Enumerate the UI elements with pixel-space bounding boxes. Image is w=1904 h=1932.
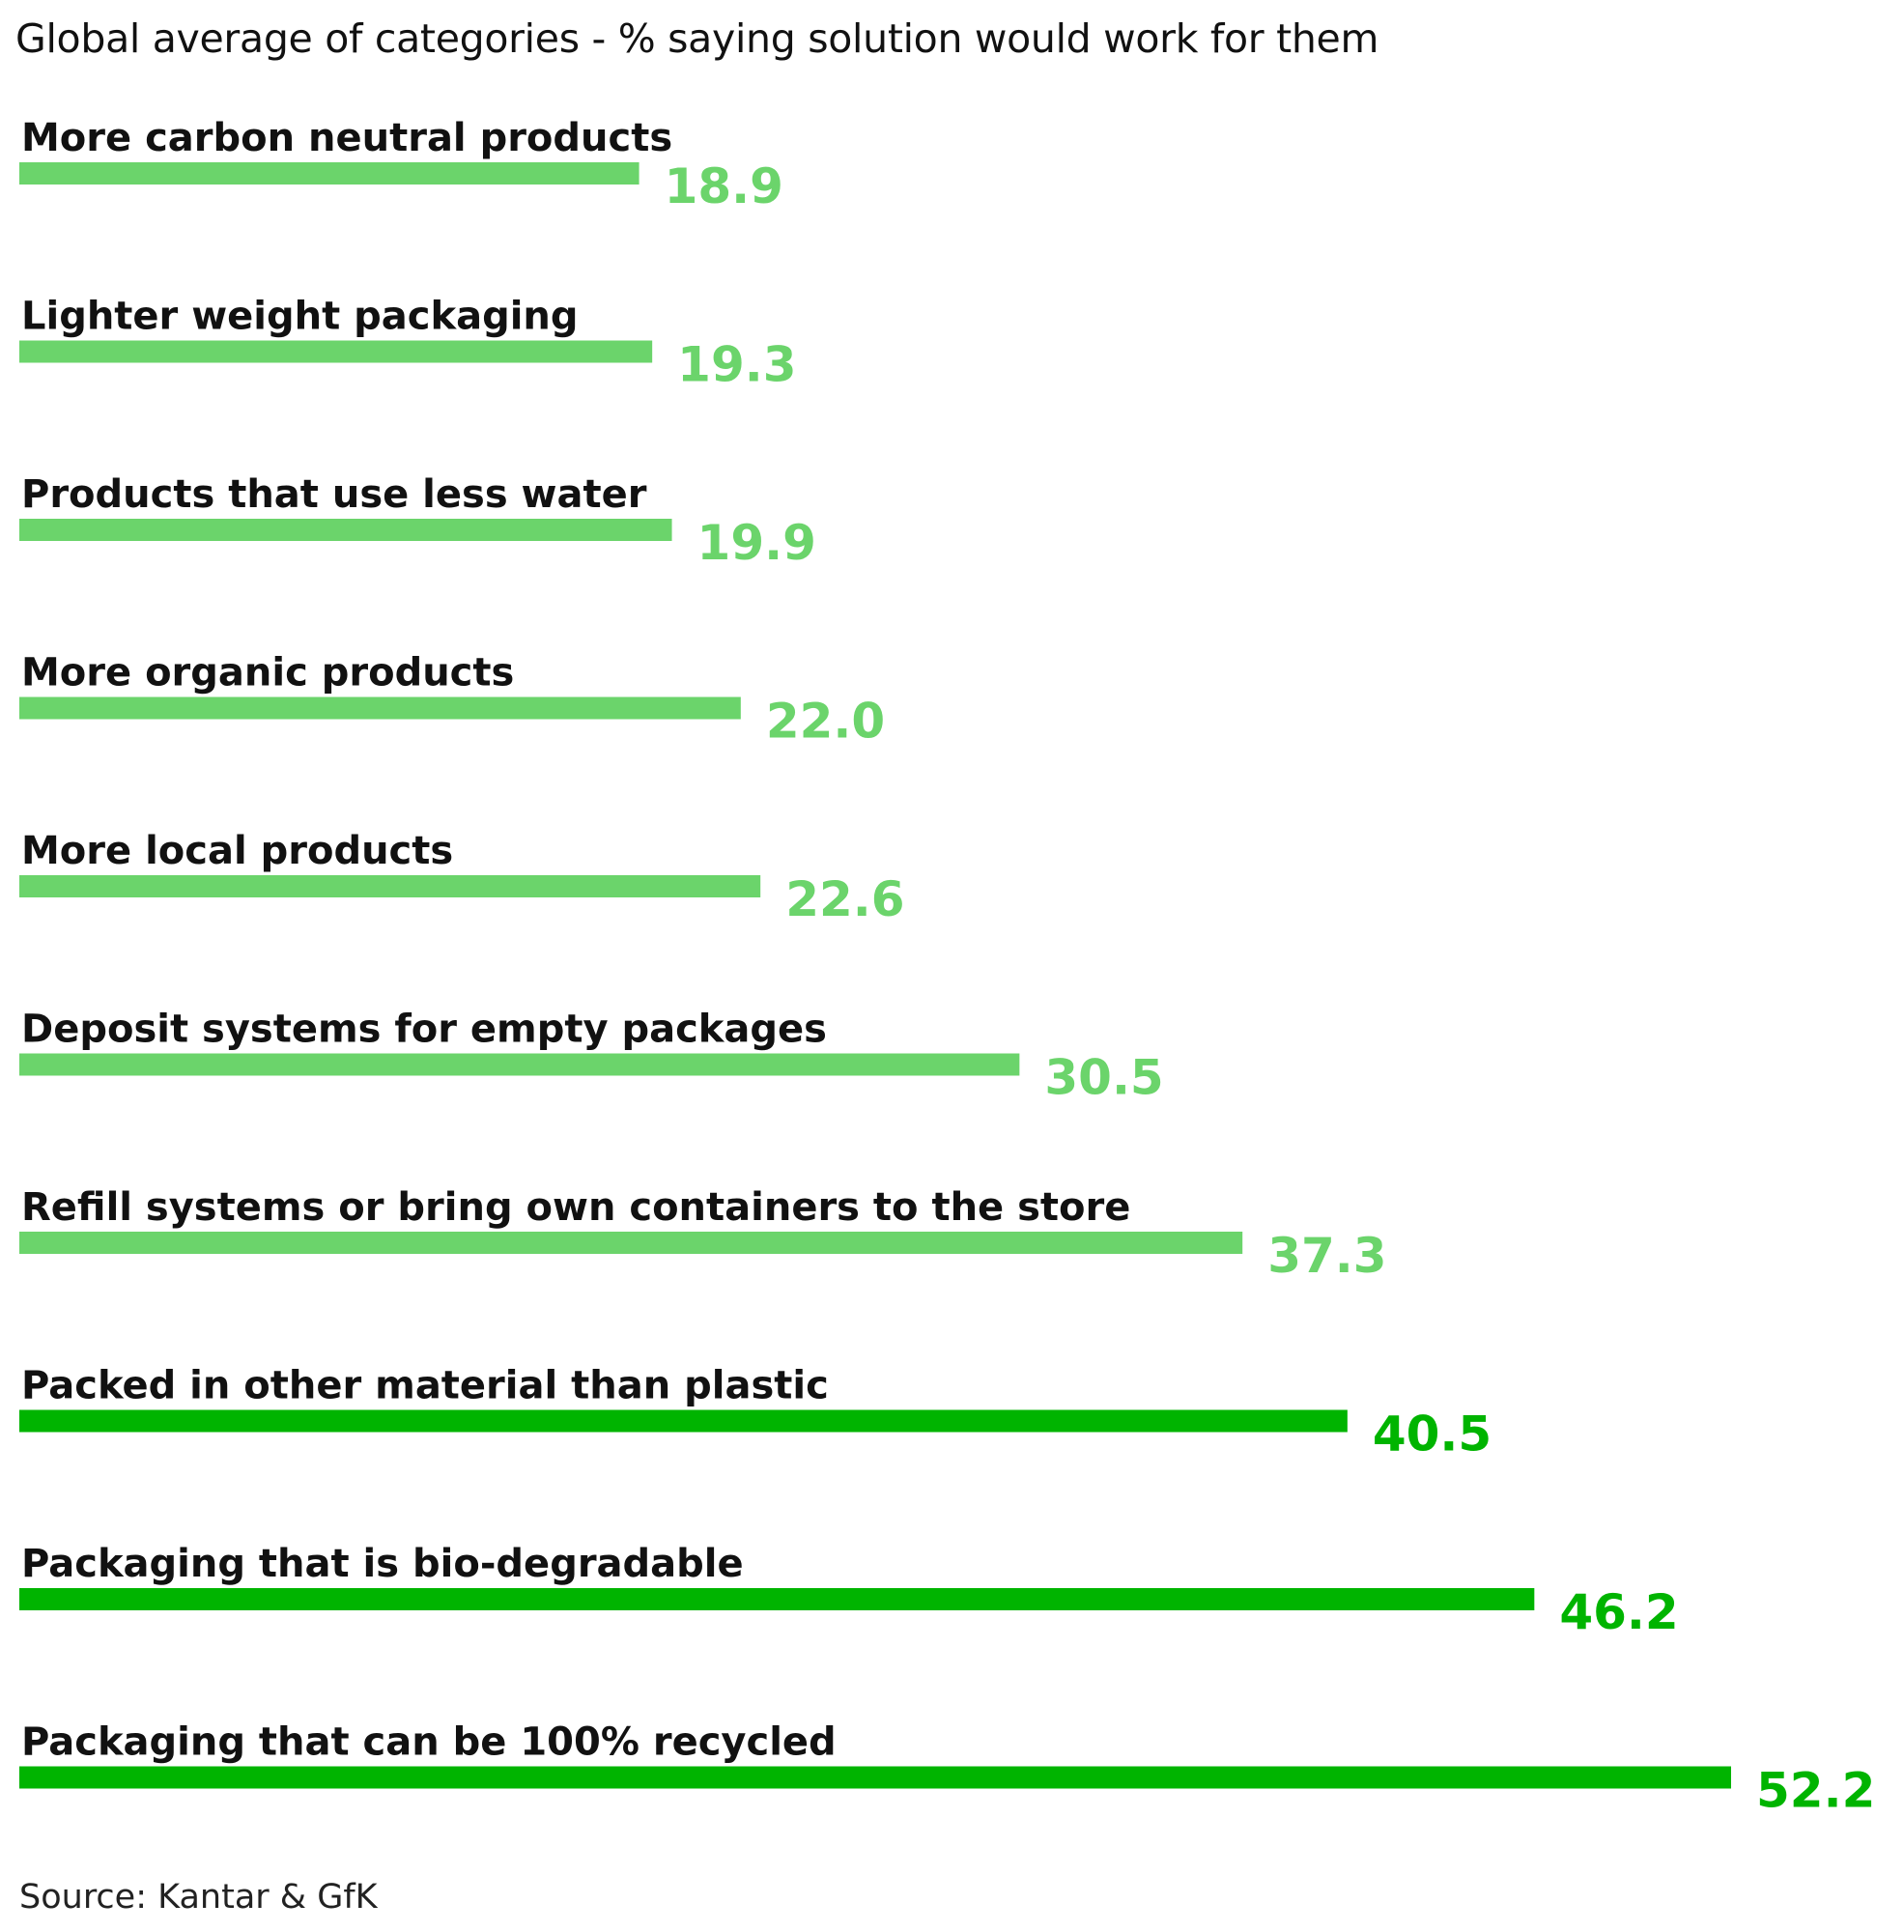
value-label: 19.3 <box>677 337 796 393</box>
chart-title: Global average of categories - % saying … <box>15 15 1379 62</box>
category-label: Packaging that can be 100% recycled <box>21 1720 837 1765</box>
category-label: Deposit systems for empty packages <box>21 1008 827 1052</box>
value-label: 52.2 <box>1756 1763 1875 1819</box>
bar <box>19 1232 1243 1254</box>
value-label: 46.2 <box>1559 1584 1678 1640</box>
bar <box>19 1766 1731 1789</box>
value-label: 22.0 <box>766 694 885 750</box>
bar <box>19 1409 1348 1433</box>
category-label: Refill systems or bring own containers t… <box>21 1185 1130 1230</box>
bar <box>19 1053 1020 1076</box>
source-note: Source: Kantar & GfK <box>19 1878 378 1917</box>
bar <box>19 162 639 185</box>
category-label: More carbon neutral products <box>21 116 672 160</box>
bar <box>19 875 761 897</box>
category-label: Packed in other material than plastic <box>21 1364 829 1408</box>
value-label: 19.9 <box>697 515 816 571</box>
bar <box>19 340 653 363</box>
category-label: Packaging that is bio-degradable <box>21 1542 744 1586</box>
bar <box>19 696 741 720</box>
value-label: 37.3 <box>1267 1228 1386 1284</box>
value-label: 22.6 <box>785 871 904 927</box>
value-label: 40.5 <box>1373 1406 1492 1463</box>
value-label: 18.9 <box>665 158 783 214</box>
bar <box>19 1588 1535 1610</box>
category-label: Products that use less water <box>21 472 647 517</box>
value-label: 30.5 <box>1044 1050 1163 1106</box>
category-label: More organic products <box>21 651 514 696</box>
category-label: Lighter weight packaging <box>21 295 579 339</box>
bar <box>19 519 672 541</box>
category-label: More local products <box>21 829 453 873</box>
